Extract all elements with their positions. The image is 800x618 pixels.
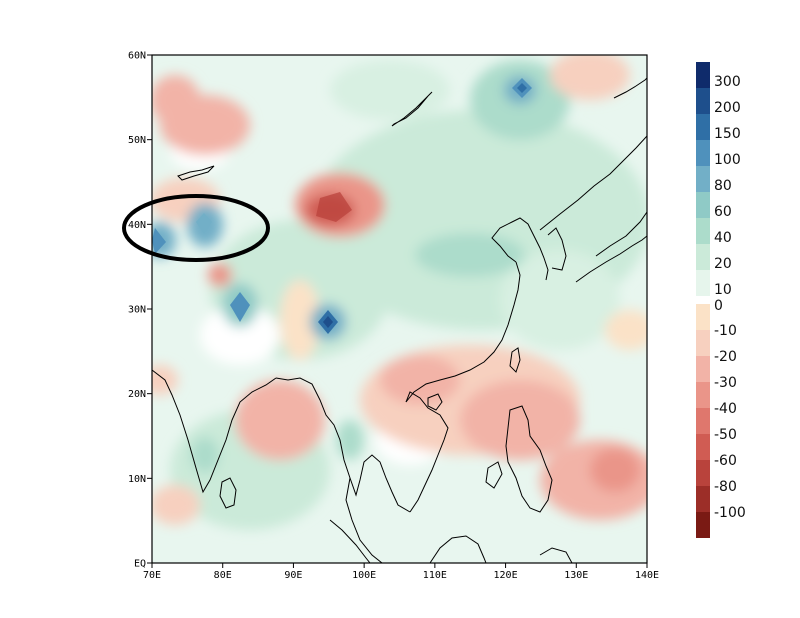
- colorbar-label: -10: [714, 323, 737, 339]
- colorbar-swatch: [696, 330, 710, 356]
- longitude-axis: 70E 80E 90E 100E 110E 120E 130E 140E: [143, 563, 659, 581]
- lat-tick-label: 50N: [128, 135, 146, 146]
- colorbar-label: -30: [714, 375, 737, 391]
- lat-tick-label: 30N: [128, 305, 146, 316]
- highlight-ellipse: [122, 194, 270, 262]
- lon-tick-label: 120E: [494, 570, 518, 581]
- colorbar-label: 200: [714, 100, 741, 116]
- coastlines: [152, 77, 647, 563]
- latitude-axis: 60N 50N 40N 30N 20N 10N EQ: [128, 51, 152, 570]
- colorbar-swatch: [696, 486, 710, 512]
- colorbar-swatch: [696, 460, 710, 486]
- colorbar-swatch-zero: [696, 304, 710, 330]
- lat-tick-label: 10N: [128, 474, 146, 485]
- colorbar-label: 10: [714, 282, 732, 298]
- colorbar-swatch: [696, 244, 710, 270]
- colorbar-label: 40: [714, 230, 732, 246]
- lon-tick-label: 140E: [635, 570, 659, 581]
- colorbar-swatch: [696, 114, 710, 140]
- anomaly-field: [152, 55, 647, 530]
- colorbar-label: -50: [714, 427, 737, 443]
- colorbar-swatch: [696, 218, 710, 244]
- colorbar: 300 200 150 100 80 60 40 20 100 -10 -20 -30 -40 -50 -6…: [696, 62, 746, 538]
- colorbar-label: -60: [714, 453, 737, 469]
- colorbar-label: -80: [714, 479, 737, 495]
- colorbar-label: 20: [714, 256, 732, 272]
- colorbar-swatch: [696, 408, 710, 434]
- colorbar-label: 0: [714, 298, 723, 314]
- colorbar-swatch: [696, 88, 710, 114]
- colorbar-label: -20: [714, 349, 737, 365]
- lat-tick-label: 60N: [128, 51, 146, 62]
- colorbar-swatch: [696, 512, 710, 538]
- colorbar-label: 80: [714, 178, 732, 194]
- lat-tick-label: EQ: [134, 559, 146, 570]
- colorbar-swatch: [696, 434, 710, 460]
- colorbar-swatch: [696, 270, 710, 296]
- lat-tick-label: 20N: [128, 389, 146, 400]
- anomaly-cores: [152, 78, 532, 334]
- colorbar-label: 150: [714, 126, 741, 142]
- lon-tick-label: 100E: [352, 570, 376, 581]
- lon-tick-label: 80E: [214, 570, 232, 581]
- map-panel: [152, 55, 647, 563]
- colorbar-label: 60: [714, 204, 732, 220]
- lon-tick-label: 130E: [564, 570, 588, 581]
- lon-tick-label: 90E: [284, 570, 302, 581]
- colorbar-swatch: [696, 62, 710, 88]
- colorbar-swatch: [696, 382, 710, 408]
- colorbar-swatch: [696, 166, 710, 192]
- lon-tick-label: 70E: [143, 570, 161, 581]
- colorbar-label: 100: [714, 152, 741, 168]
- lat-tick-label: 40N: [128, 220, 146, 231]
- lon-tick-label: 110E: [423, 570, 447, 581]
- colorbar-swatch: [696, 356, 710, 382]
- colorbar-label: -40: [714, 401, 737, 417]
- colorbar-label: 300: [714, 74, 741, 90]
- colorbar-swatch: [696, 140, 710, 166]
- colorbar-label: -100: [714, 505, 746, 521]
- colorbar-swatch: [696, 192, 710, 218]
